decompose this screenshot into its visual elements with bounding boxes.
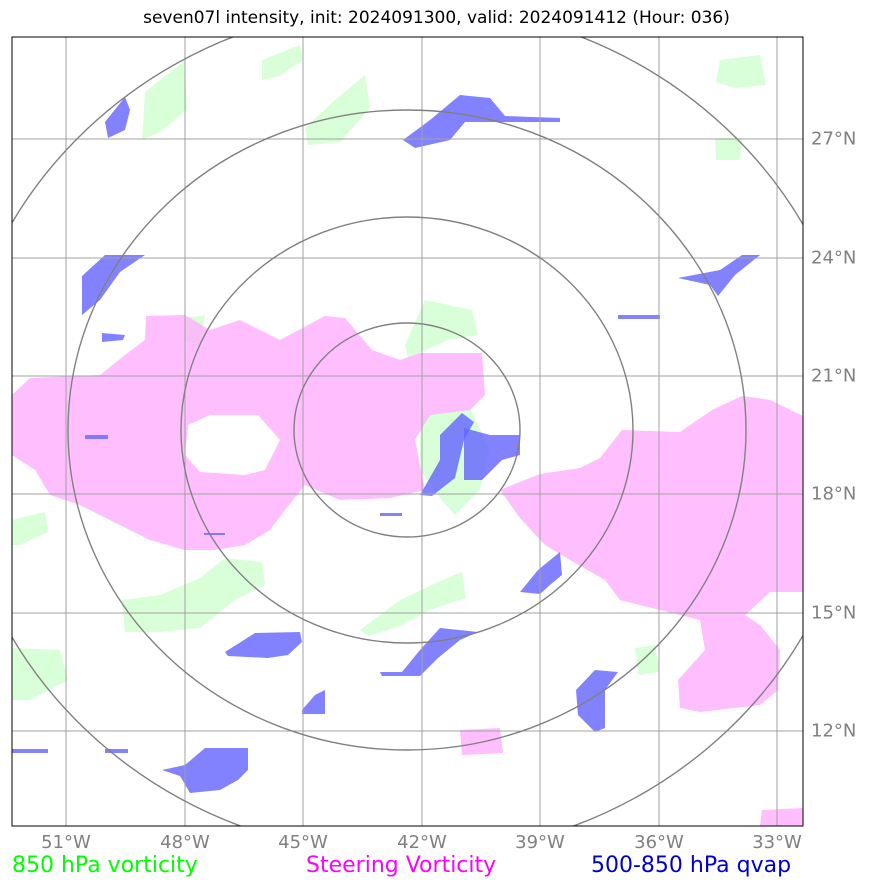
qvap-layer bbox=[12, 95, 760, 793]
x-tick-label: 36°W bbox=[634, 832, 684, 853]
legend-850-vorticity: 850 hPa vorticity bbox=[12, 853, 198, 878]
range-ring-2 bbox=[180, 216, 634, 644]
range-ring-3 bbox=[67, 109, 747, 751]
graticule bbox=[12, 37, 803, 826]
legend-qvap: 500-850 hPa qvap bbox=[591, 853, 792, 878]
y-tick-label: 21°N bbox=[811, 365, 857, 387]
y-tick-label: 18°N bbox=[811, 483, 857, 505]
legend-steering-vorticity: Steering Vorticity bbox=[306, 853, 497, 878]
x-tick-label: 48°W bbox=[160, 832, 210, 853]
range-rings bbox=[12, 37, 803, 826]
x-tick-label: 42°W bbox=[397, 832, 447, 853]
map-title: seven07l intensity, init: 2024091300, va… bbox=[143, 8, 730, 28]
range-ring-1 bbox=[293, 322, 521, 538]
y-tick-label: 12°N bbox=[811, 720, 857, 742]
y-tick-label: 27°N bbox=[811, 128, 857, 150]
y-tick-label: 15°N bbox=[811, 602, 857, 624]
y-tick-label: 24°N bbox=[811, 247, 857, 269]
x-tick-label: 45°W bbox=[278, 832, 328, 853]
steering-vorticity-layer bbox=[12, 315, 803, 826]
x-tick-label: 39°W bbox=[515, 832, 565, 853]
x-tick-label: 33°W bbox=[752, 832, 802, 853]
x-tick-label: 51°W bbox=[41, 832, 91, 853]
map-border bbox=[11, 36, 804, 827]
